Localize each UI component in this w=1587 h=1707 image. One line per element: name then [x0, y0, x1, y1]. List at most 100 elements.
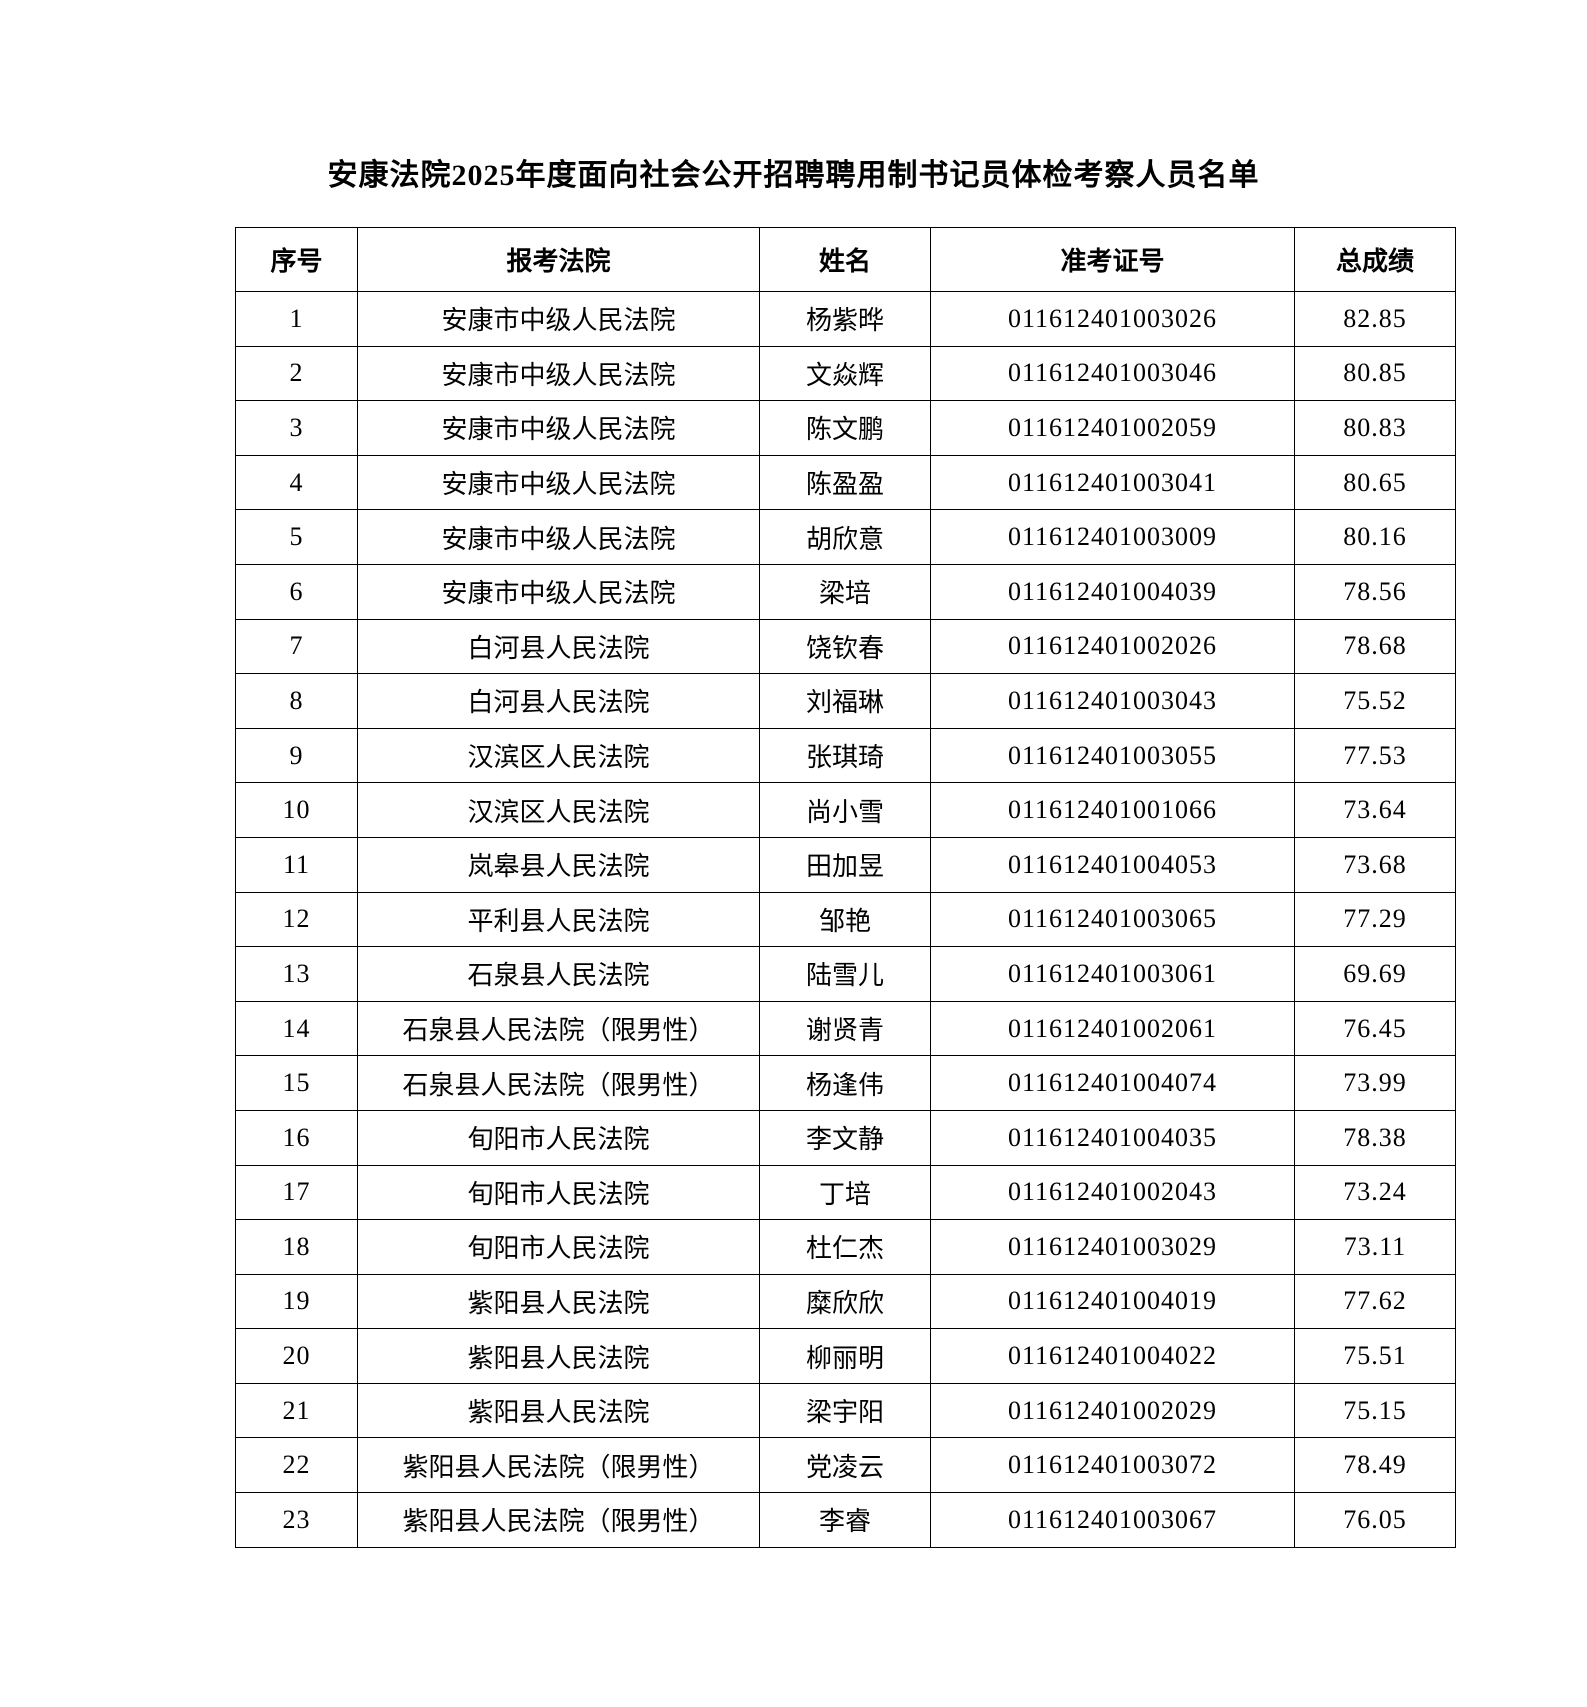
- table-row: 18 旬阳市人民法院 杜仁杰 011612401003029 73.11: [235, 1219, 1456, 1275]
- cell-index: 17: [235, 1164, 358, 1221]
- document-title: 安康法院2025年度面向社会公开招聘聘用制书记员体检考察人员名单: [327, 159, 1260, 192]
- cell-exam-id: 011612401003043: [930, 673, 1295, 729]
- cell-index: 23: [235, 1492, 358, 1548]
- cell-exam-id: 011612401002029: [930, 1382, 1295, 1439]
- table-row: 9 汉滨区人民法院 张琪琦 011612401003055 77.53: [235, 727, 1456, 784]
- cell-exam-id: 011612401004053: [930, 836, 1295, 893]
- table-row: 7 白河县人民法院 饶钦春 011612401002026 78.68: [235, 618, 1456, 675]
- table-row: 22 紫阳县人民法院（限男性） 党凌云 011612401003072 78.49: [235, 1437, 1456, 1494]
- cell-index: 18: [235, 1219, 358, 1275]
- cell-court: 白河县人民法院: [357, 673, 760, 729]
- cell-index: 20: [235, 1328, 358, 1384]
- cell-index: 13: [235, 946, 358, 1002]
- table-row: 12 平利县人民法院 邹艳 011612401003065 77.29: [235, 891, 1456, 948]
- cell-court: 汉滨区人民法院: [357, 727, 760, 784]
- cell-name: 李睿: [759, 1492, 931, 1548]
- table-row: 23 紫阳县人民法院（限男性） 李睿 011612401003067 76.05: [235, 1492, 1456, 1548]
- cell-name: 邹艳: [759, 891, 931, 948]
- cell-score: 77.62: [1294, 1273, 1456, 1330]
- cell-score: 69.69: [1294, 946, 1456, 1002]
- cell-court: 岚皋县人民法院: [357, 836, 760, 893]
- cell-exam-id: 011612401003029: [930, 1219, 1295, 1275]
- cell-court: 安康市中级人民法院: [357, 291, 760, 347]
- header-score: 总成绩: [1294, 227, 1456, 292]
- cell-score: 73.11: [1294, 1219, 1456, 1275]
- cell-name: 丁培: [759, 1164, 931, 1221]
- cell-index: 19: [235, 1273, 358, 1330]
- cell-index: 14: [235, 1000, 358, 1057]
- cell-score: 78.38: [1294, 1109, 1456, 1166]
- cell-name: 杨紫晔: [759, 291, 931, 347]
- cell-name: 田加昱: [759, 836, 931, 893]
- cell-name: 饶钦春: [759, 618, 931, 675]
- cell-exam-id: 011612401004035: [930, 1109, 1295, 1166]
- table-row: 10 汉滨区人民法院 尚小雪 011612401001066 73.64: [235, 782, 1456, 838]
- cell-name: 尚小雪: [759, 782, 931, 838]
- cell-name: 文焱辉: [759, 345, 931, 402]
- cell-index: 1: [235, 291, 358, 347]
- table-row: 6 安康市中级人民法院 梁培 011612401004039 78.56: [235, 563, 1456, 620]
- cell-name: 陈文鹏: [759, 400, 931, 456]
- header-court: 报考法院: [357, 227, 760, 292]
- cell-name: 梁培: [759, 563, 931, 620]
- cell-index: 15: [235, 1055, 358, 1111]
- cell-index: 16: [235, 1109, 358, 1166]
- cell-exam-id: 011612401001066: [930, 782, 1295, 838]
- cell-court: 汉滨区人民法院: [357, 782, 760, 838]
- candidate-table: 序号 报考法院 姓名 准考证号 总成绩 1 安康市中级人民法院 杨紫晔 0116124…: [235, 227, 1456, 1548]
- table-row: 13 石泉县人民法院 陆雪儿 011612401003061 69.69: [235, 946, 1456, 1002]
- cell-court: 旬阳市人民法院: [357, 1109, 760, 1166]
- cell-score: 78.49: [1294, 1437, 1456, 1494]
- table-row: 19 紫阳县人民法院 糜欣欣 011612401004019 77.62: [235, 1273, 1456, 1330]
- cell-score: 76.45: [1294, 1000, 1456, 1057]
- cell-exam-id: 011612401004074: [930, 1055, 1295, 1111]
- cell-score: 80.16: [1294, 509, 1456, 565]
- cell-index: 8: [235, 673, 358, 729]
- cell-exam-id: 011612401002059: [930, 400, 1295, 456]
- cell-score: 78.68: [1294, 618, 1456, 675]
- cell-name: 柳丽明: [759, 1328, 931, 1384]
- cell-court: 紫阳县人民法院: [357, 1328, 760, 1384]
- cell-exam-id: 011612401003046: [930, 345, 1295, 402]
- cell-score: 73.64: [1294, 782, 1456, 838]
- table-row: 2 安康市中级人民法院 文焱辉 011612401003046 80.85: [235, 345, 1456, 402]
- cell-name: 李文静: [759, 1109, 931, 1166]
- table-row: 4 安康市中级人民法院 陈盈盈 011612401003041 80.65: [235, 454, 1456, 511]
- table-row: 3 安康市中级人民法院 陈文鹏 011612401002059 80.83: [235, 400, 1456, 456]
- header-exam-id: 准考证号: [930, 227, 1295, 292]
- table-row: 5 安康市中级人民法院 胡欣意 011612401003009 80.16: [235, 509, 1456, 565]
- cell-score: 77.53: [1294, 727, 1456, 784]
- cell-index: 11: [235, 836, 358, 893]
- cell-score: 75.51: [1294, 1328, 1456, 1384]
- cell-index: 10: [235, 782, 358, 838]
- table-row: 14 石泉县人民法院（限男性） 谢贤青 011612401002061 76.45: [235, 1000, 1456, 1057]
- cell-exam-id: 011612401003055: [930, 727, 1295, 784]
- cell-court: 紫阳县人民法院（限男性）: [357, 1492, 760, 1548]
- cell-name: 糜欣欣: [759, 1273, 931, 1330]
- cell-exam-id: 011612401003009: [930, 509, 1295, 565]
- cell-court: 安康市中级人民法院: [357, 400, 760, 456]
- cell-index: 21: [235, 1382, 358, 1439]
- cell-court: 旬阳市人民法院: [357, 1219, 760, 1275]
- table-row: 17 旬阳市人民法院 丁培 011612401002043 73.24: [235, 1164, 1456, 1221]
- table-row: 21 紫阳县人民法院 梁宇阳 011612401002029 75.15: [235, 1382, 1456, 1439]
- cell-name: 梁宇阳: [759, 1382, 931, 1439]
- cell-exam-id: 011612401003067: [930, 1492, 1295, 1548]
- cell-score: 80.85: [1294, 345, 1456, 402]
- cell-exam-id: 011612401003061: [930, 946, 1295, 1002]
- cell-index: 7: [235, 618, 358, 675]
- cell-court: 安康市中级人民法院: [357, 345, 760, 402]
- cell-court: 安康市中级人民法院: [357, 509, 760, 565]
- table-row: 15 石泉县人民法院（限男性） 杨逢伟 011612401004074 73.99: [235, 1055, 1456, 1111]
- cell-index: 4: [235, 454, 358, 511]
- cell-score: 77.29: [1294, 891, 1456, 948]
- cell-court: 紫阳县人民法院: [357, 1273, 760, 1330]
- cell-name: 刘福琳: [759, 673, 931, 729]
- cell-score: 75.15: [1294, 1382, 1456, 1439]
- header-index: 序号: [235, 227, 358, 292]
- cell-name: 陈盈盈: [759, 454, 931, 511]
- cell-exam-id: 011612401002026: [930, 618, 1295, 675]
- cell-court: 石泉县人民法院（限男性）: [357, 1055, 760, 1111]
- cell-score: 80.83: [1294, 400, 1456, 456]
- cell-court: 紫阳县人民法院: [357, 1382, 760, 1439]
